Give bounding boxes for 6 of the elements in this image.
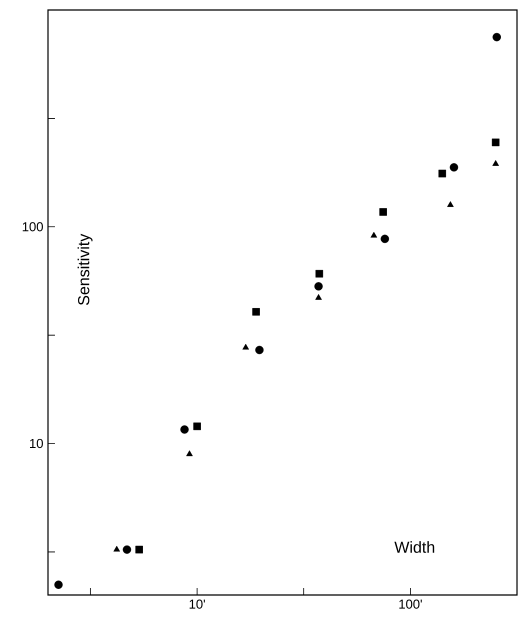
y-tick-label: 100	[22, 222, 43, 232]
x-axis-title: Width	[394, 541, 434, 553]
y-axis-title: Sensitivity	[78, 234, 93, 306]
x-tick-label: 10'	[190, 600, 205, 609]
x-tick-label: 100'	[399, 600, 422, 609]
y-tick-label: 10	[30, 438, 43, 448]
